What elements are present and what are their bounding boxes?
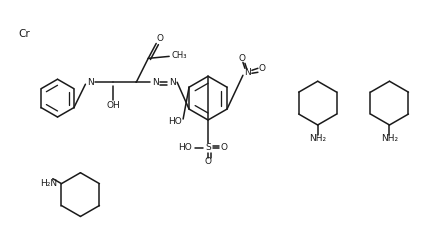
- Text: N: N: [169, 78, 175, 87]
- Text: Cr: Cr: [19, 29, 31, 39]
- Text: NH₂: NH₂: [381, 134, 398, 143]
- Text: N: N: [245, 68, 251, 77]
- Text: NH₂: NH₂: [309, 134, 326, 143]
- Text: HO: HO: [168, 118, 182, 126]
- Text: O: O: [157, 34, 164, 43]
- Text: O: O: [221, 143, 228, 152]
- Text: N: N: [152, 78, 159, 87]
- Text: CH₃: CH₃: [171, 51, 187, 60]
- Text: OH: OH: [106, 101, 120, 110]
- Text: O: O: [238, 54, 245, 63]
- Text: N: N: [87, 78, 94, 87]
- Text: H₂N: H₂N: [40, 179, 58, 188]
- Text: HO: HO: [179, 143, 192, 152]
- Text: O: O: [258, 64, 265, 73]
- Text: S: S: [205, 143, 211, 152]
- Text: O: O: [205, 157, 212, 166]
